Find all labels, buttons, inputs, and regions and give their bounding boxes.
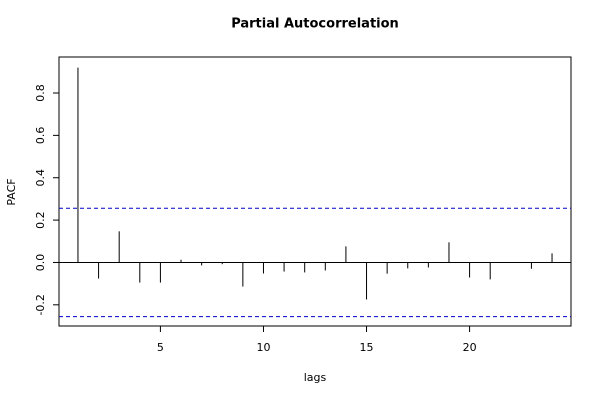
- y-tick-label: 0.8: [34, 84, 47, 102]
- x-tick-label: 20: [463, 341, 477, 354]
- x-axis-label: lags: [304, 371, 327, 384]
- y-tick-label: 0.4: [34, 169, 47, 187]
- x-tick-label: 15: [360, 341, 374, 354]
- plot-frame: [58, 56, 572, 327]
- y-tick-label: 0.2: [34, 211, 47, 229]
- y-axis-label: PACF: [5, 178, 18, 205]
- x-tick-label: 5: [157, 341, 164, 354]
- y-tick-label: 0.0: [34, 254, 47, 272]
- chart-title: Partial Autocorrelation: [231, 17, 399, 32]
- x-tick-label: 10: [256, 341, 270, 354]
- y-tick-label: -0.2: [34, 294, 47, 315]
- y-tick-label: 0.6: [34, 127, 47, 145]
